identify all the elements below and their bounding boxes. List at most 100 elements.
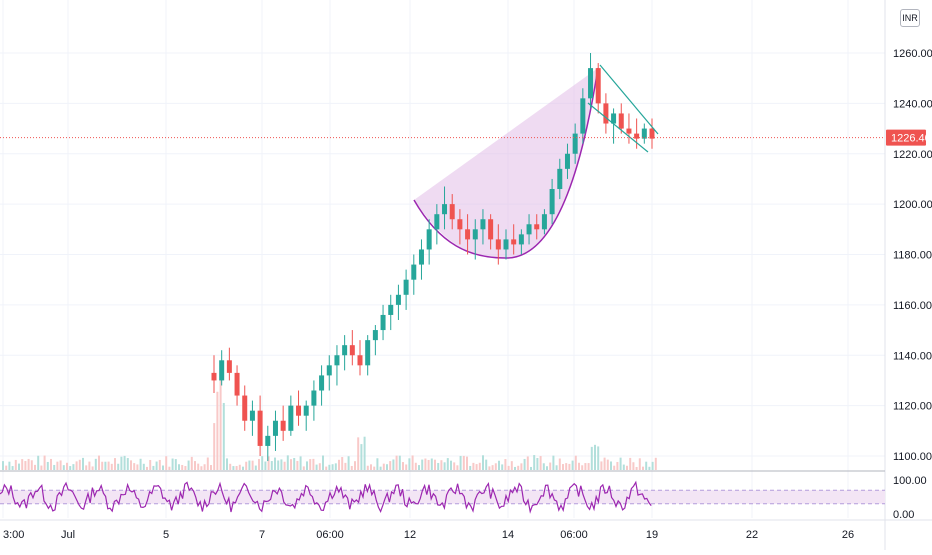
candle (234, 365, 240, 406)
candle (326, 355, 332, 391)
candle (442, 186, 448, 230)
volume-bar (88, 461, 91, 470)
volume-bar (171, 458, 174, 470)
volume-bar (293, 457, 296, 470)
volume-bar (370, 464, 372, 470)
volume-bar (254, 465, 257, 470)
candle-body (618, 113, 624, 129)
volume-bar (235, 466, 238, 470)
volume-bar (542, 463, 545, 470)
time-axis: 3:00 Jul 5 7 06:00 12 14 06:00 19 22 26 (3, 529, 854, 541)
volume-bar (34, 464, 36, 470)
candle (526, 214, 532, 245)
volume-bar (456, 465, 459, 470)
time-tick-label: 06:00 (560, 529, 588, 541)
candle (296, 390, 302, 426)
candle (457, 209, 463, 245)
volume-bar (446, 458, 449, 470)
candle-body (634, 133, 640, 139)
volume-bar (242, 466, 244, 470)
candle-body (257, 410, 263, 446)
volume-bar (203, 464, 206, 470)
volume-bar (501, 464, 504, 470)
price-tick-label: 1260.00 (893, 48, 932, 60)
candles (211, 53, 655, 462)
volume-bar (600, 461, 603, 470)
volume-bar (482, 455, 484, 470)
volume-bar (578, 462, 580, 470)
candle-body (649, 128, 655, 139)
candle-body (534, 224, 540, 230)
candle-body (626, 128, 632, 134)
candle (588, 53, 594, 109)
volume-bar (142, 463, 145, 470)
currency-badge[interactable]: INR (900, 9, 920, 27)
price-tick-label: 1240.00 (893, 98, 932, 110)
candle (534, 214, 540, 240)
volume-bar (59, 460, 62, 470)
volume-bar (472, 462, 475, 470)
volume-bar (536, 457, 539, 470)
volume-bar (382, 463, 385, 470)
time-tick-label: Jul (61, 529, 75, 541)
volume-bar (258, 459, 260, 470)
candle (365, 335, 371, 376)
candle (403, 269, 409, 310)
volume-bar (514, 466, 516, 470)
time-tick-label: 06:00 (316, 529, 344, 541)
volume-bar (2, 461, 4, 470)
candle-body (319, 375, 325, 391)
volume-bar (437, 462, 440, 470)
candle (288, 395, 294, 436)
volume-bar (488, 466, 491, 470)
volume-bar (277, 460, 280, 470)
volume-bar (475, 464, 478, 470)
volume-bar (443, 462, 446, 470)
volume-bar (408, 458, 411, 470)
volume-bar (296, 460, 299, 470)
volume-bar (450, 460, 452, 470)
volume-bar (616, 461, 619, 470)
time-tick-label: 14 (502, 529, 514, 541)
volume-bar (338, 459, 340, 470)
volume-bar (306, 461, 308, 470)
volume-bar (430, 458, 433, 470)
volume-bar (149, 459, 152, 470)
candle-body (426, 229, 432, 250)
candle (611, 108, 617, 144)
rsi-line (0, 480, 652, 514)
volume-bar (75, 461, 78, 470)
volume-bar (283, 461, 286, 470)
volume-bar (469, 465, 472, 470)
volume-bar (328, 464, 331, 470)
volume-bar (504, 459, 507, 470)
volume-bar (555, 465, 558, 470)
candle-body (411, 264, 417, 280)
volume-bar (645, 461, 648, 470)
candle (488, 214, 494, 250)
volume-bar (27, 458, 30, 470)
volume-bar (462, 455, 465, 470)
volume-bar (498, 460, 500, 470)
volume-bar (219, 369, 222, 470)
cup-arc (413, 67, 599, 259)
candle (280, 405, 286, 441)
volume-bar (8, 461, 11, 470)
candle-body (365, 340, 371, 366)
volume-bar (325, 466, 328, 470)
candle (372, 325, 378, 356)
candle-body (472, 229, 478, 240)
volume-bar (632, 462, 635, 470)
volume-bar (40, 465, 43, 470)
volume-bar (549, 462, 552, 470)
volume-bar (530, 466, 532, 470)
candle-body (518, 234, 524, 245)
volume-bar (24, 461, 27, 470)
candle (580, 88, 586, 144)
volume-bar (562, 464, 564, 470)
volume-bar (478, 462, 481, 470)
volume-bar (552, 455, 555, 470)
volume-bar (270, 461, 273, 470)
